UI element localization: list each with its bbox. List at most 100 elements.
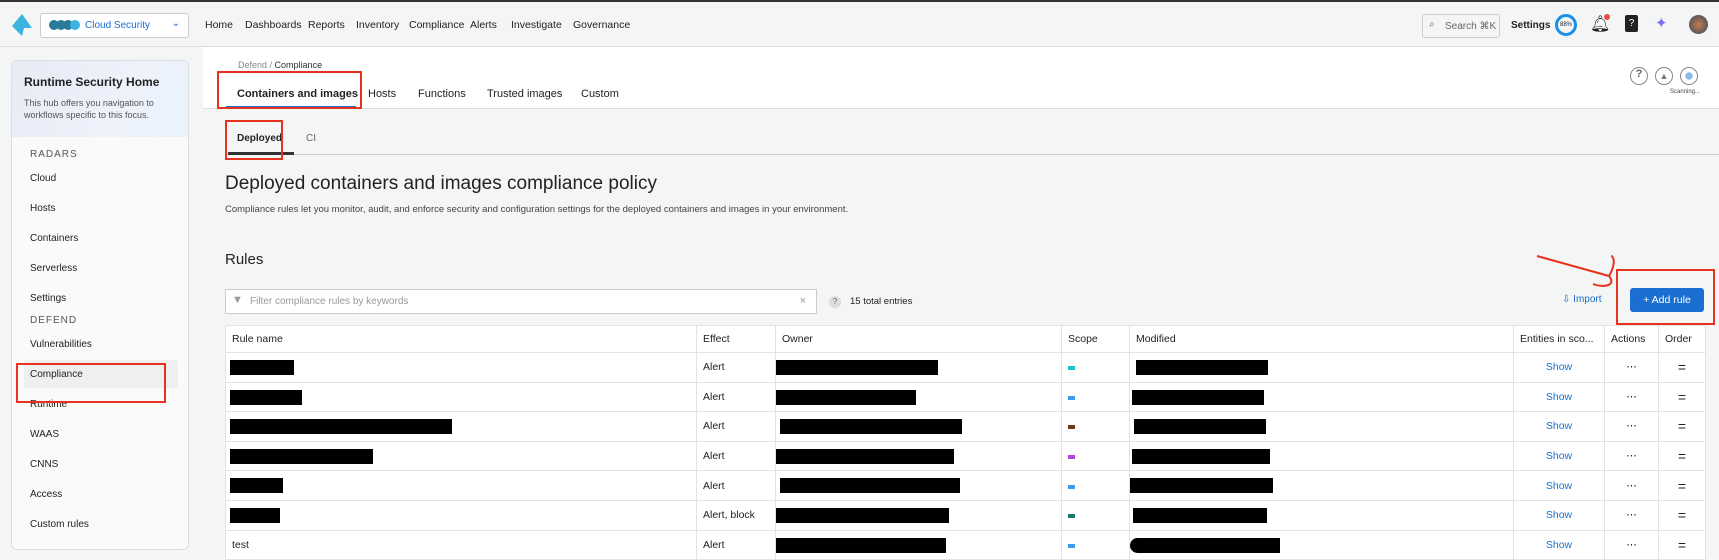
scope-cell[interactable]	[1061, 381, 1130, 413]
add-rule-button[interactable]: + Add rule	[1630, 288, 1704, 312]
column-header[interactable]: Scope	[1061, 325, 1130, 353]
column-header[interactable]: Owner	[775, 325, 1062, 353]
table-row[interactable]: test Alert Show ⋯ =	[225, 529, 1706, 560]
scanning-icon[interactable]	[1680, 67, 1698, 85]
help-book-icon[interactable]: ?	[1625, 15, 1638, 32]
drag-handle-icon[interactable]: =	[1677, 536, 1687, 553]
nav-home[interactable]: Home	[205, 19, 234, 31]
progress-ring[interactable]: 88%	[1555, 14, 1577, 36]
tab-containers-and-images[interactable]: Containers and images	[237, 88, 359, 100]
subtab-ci[interactable]: CI	[306, 133, 316, 144]
more-actions-icon[interactable]: ⋯	[1626, 450, 1637, 463]
table-row[interactable]: Alert, block Show ⋯ =	[225, 499, 1706, 531]
clear-icon[interactable]: ×	[799, 295, 806, 307]
scope-cell[interactable]	[1061, 440, 1130, 472]
drag-handle-icon[interactable]: =	[1677, 507, 1687, 524]
show-link[interactable]: Show	[1545, 361, 1573, 374]
sidebar-item-waas[interactable]: WAAS	[30, 429, 60, 440]
tab-trusted-images[interactable]: Trusted images	[487, 88, 563, 100]
rule-name-cell[interactable]: test	[225, 529, 697, 560]
nav-governance[interactable]: Governance	[573, 19, 631, 31]
table-row[interactable]: Alert Show ⋯ =	[225, 411, 1706, 442]
rule-name[interactable]: test	[232, 538, 249, 551]
drag-handle-icon[interactable]: =	[1677, 448, 1687, 465]
column-header[interactable]: Effect	[696, 325, 776, 353]
table-row[interactable]: Alert Show ⋯ =	[225, 440, 1706, 472]
nav-alerts[interactable]: Alerts	[470, 19, 497, 31]
subtab-deployed[interactable]: Deployed	[237, 133, 283, 144]
column-header[interactable]: Order	[1658, 325, 1706, 353]
sidebar-item-serverless[interactable]: Serverless	[30, 263, 78, 274]
drag-handle-icon[interactable]: =	[1677, 359, 1687, 376]
scope-swatch[interactable]	[1068, 366, 1075, 371]
rule-name-cell[interactable]	[225, 470, 697, 501]
ai-sparkle-icon[interactable]: ✦	[1655, 15, 1668, 32]
table-row[interactable]: Alert Show ⋯ =	[225, 381, 1706, 413]
scope-swatch[interactable]	[1068, 484, 1075, 489]
scope-swatch[interactable]	[1068, 425, 1075, 430]
notifications-bell-icon[interactable]: 🔔︎	[1590, 16, 1611, 33]
column-header[interactable]: Rule name	[225, 325, 697, 353]
scope-cell[interactable]	[1061, 411, 1130, 442]
scope-cell[interactable]	[1061, 352, 1130, 383]
nav-inventory[interactable]: Inventory	[356, 19, 400, 31]
table-row[interactable]: Alert Show ⋯ =	[225, 352, 1706, 383]
tab-hosts[interactable]: Hosts	[368, 88, 397, 100]
drag-handle-icon[interactable]: =	[1677, 388, 1687, 405]
more-actions-icon[interactable]: ⋯	[1626, 479, 1637, 492]
entries-help-icon[interactable]: ?	[829, 296, 841, 308]
rule-name-cell[interactable]	[225, 440, 697, 472]
sidebar-item-settings[interactable]: Settings	[30, 293, 67, 304]
rule-name-cell[interactable]	[225, 411, 697, 442]
scope-cell[interactable]	[1061, 529, 1130, 560]
sidebar-item-custom-rules[interactable]: Custom rules	[30, 519, 89, 530]
show-link[interactable]: Show	[1545, 479, 1573, 492]
sidebar-item-containers[interactable]: Containers	[30, 233, 79, 244]
scope-swatch[interactable]	[1068, 514, 1075, 519]
import-button[interactable]: ⇩ Import	[1562, 294, 1602, 305]
scope-cell[interactable]	[1061, 470, 1130, 501]
nav-reports[interactable]: Reports	[308, 19, 345, 31]
show-link[interactable]: Show	[1545, 420, 1573, 433]
scope-swatch[interactable]	[1068, 455, 1075, 460]
scope-swatch[interactable]	[1068, 395, 1075, 400]
show-link[interactable]: Show	[1545, 538, 1573, 551]
sidebar-item-vulnerabilities[interactable]: Vulnerabilities	[30, 339, 92, 350]
app-logo-icon[interactable]	[12, 14, 32, 36]
sidebar-item-cnns[interactable]: CNNS	[30, 459, 59, 470]
scope-cell[interactable]	[1061, 499, 1130, 531]
more-actions-icon[interactable]: ⋯	[1626, 538, 1637, 551]
column-header[interactable]: Entities in sco...	[1513, 325, 1605, 353]
rule-name-cell[interactable]	[225, 499, 697, 531]
show-link[interactable]: Show	[1545, 509, 1573, 522]
table-row[interactable]: Alert Show ⋯ =	[225, 470, 1706, 501]
sidebar-item-compliance[interactable]: Compliance	[30, 369, 83, 380]
nav-compliance[interactable]: Compliance	[409, 19, 465, 31]
nav-dashboards[interactable]: Dashboards	[245, 19, 302, 31]
rule-name-cell[interactable]	[225, 352, 697, 383]
global-search[interactable]: ⌕ Search ⌘K	[1422, 14, 1500, 38]
tab-functions[interactable]: Functions	[418, 88, 466, 100]
product-switcher[interactable]: Cloud Security ⌄	[40, 13, 189, 38]
column-header[interactable]: Modified	[1129, 325, 1514, 353]
sidebar-item-access[interactable]: Access	[30, 489, 63, 500]
user-avatar[interactable]	[1689, 15, 1708, 34]
sidebar-item-hosts[interactable]: Hosts	[30, 203, 56, 214]
sidebar-item-cloud[interactable]: Cloud	[30, 173, 57, 184]
nav-investigate[interactable]: Investigate	[511, 19, 562, 31]
filter-input[interactable]: ▼ Filter compliance rules by keywords ×	[225, 289, 817, 314]
help-icon[interactable]: ?	[1630, 67, 1648, 85]
more-actions-icon[interactable]: ⋯	[1626, 420, 1637, 433]
breadcrumb-parent[interactable]: Defend	[238, 60, 268, 70]
scope-swatch[interactable]	[1068, 543, 1075, 548]
more-actions-icon[interactable]: ⋯	[1626, 390, 1637, 403]
hub-card[interactable]: Runtime Security Home This hub offers yo…	[12, 61, 188, 137]
rule-name-cell[interactable]	[225, 381, 697, 413]
settings-link[interactable]: Settings	[1511, 20, 1551, 31]
more-actions-icon[interactable]: ⋯	[1626, 361, 1637, 374]
drag-handle-icon[interactable]: =	[1677, 477, 1687, 494]
show-link[interactable]: Show	[1545, 390, 1573, 403]
column-header[interactable]: Actions	[1604, 325, 1659, 353]
sidebar-item-runtime[interactable]: Runtime	[30, 399, 68, 410]
more-actions-icon[interactable]: ⋯	[1626, 509, 1637, 522]
